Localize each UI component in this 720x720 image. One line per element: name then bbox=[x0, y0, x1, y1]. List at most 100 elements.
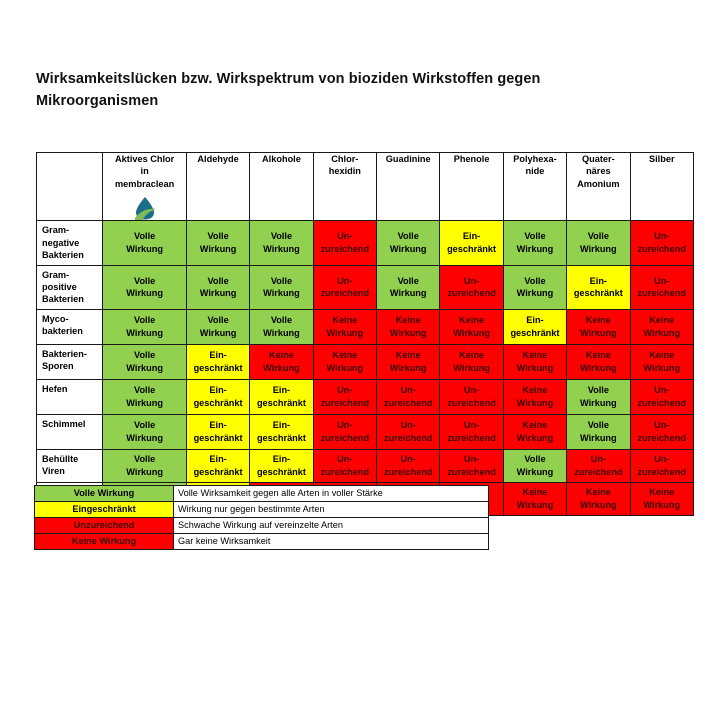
matrix-cell: Un- zureichend bbox=[629, 220, 695, 266]
matrix-row-label: Schimmel bbox=[35, 413, 104, 450]
matrix-cell: Volle Wirkung bbox=[376, 220, 441, 266]
column-header-label: Silber bbox=[648, 154, 675, 164]
matrix-cell: Keine Wirkung bbox=[376, 308, 441, 345]
column-header-label: Quater- näres Amonium bbox=[577, 154, 620, 189]
column-header-label: Polyhexa- nide bbox=[513, 154, 557, 177]
matrix-column-header-7: Polyhexa- nide bbox=[502, 151, 568, 222]
matrix-header: Aktives Chlor in membraclean Aldehyde Alko… bbox=[35, 151, 695, 222]
matrix-cell: Ein- geschränkt bbox=[185, 448, 251, 483]
matrix-column-header-6: Phenole bbox=[439, 151, 504, 222]
matrix-row-label: Bakterien- Sporen bbox=[35, 343, 104, 380]
matrix-row: Gram- positive Bakterien Volle Wirkung Vol… bbox=[35, 264, 695, 310]
matrix-corner-cell bbox=[35, 151, 104, 222]
column-header-inner: Silber bbox=[631, 154, 692, 220]
matrix-cell: Ein- geschränkt bbox=[185, 343, 251, 380]
matrix-column-header-2: Aldehyde bbox=[185, 151, 251, 222]
matrix-cell: Keine Wirkung bbox=[439, 343, 504, 380]
matrix-cell: Un- zureichend bbox=[312, 220, 378, 266]
legend-key: Unzureichend bbox=[34, 517, 174, 534]
matrix-cell: Volle Wirkung bbox=[102, 448, 187, 483]
matrix-cell: Un- zureichend bbox=[439, 264, 504, 310]
matrix-cell: Keine Wirkung bbox=[502, 481, 568, 516]
legend-key: Keine Wirkung bbox=[34, 533, 174, 550]
matrix-cell: Un- zureichend bbox=[312, 264, 378, 310]
matrix-cell: Volle Wirkung bbox=[102, 343, 187, 380]
matrix-cell: Un- zureichend bbox=[376, 413, 441, 450]
column-header-inner: Aktives Chlor in membraclean bbox=[104, 154, 186, 220]
matrix-cell: Keine Wirkung bbox=[439, 308, 504, 345]
legend-row: Eingeschränkt Wirkung nur gegen bestimmte… bbox=[34, 501, 489, 518]
matrix-cell: Keine Wirkung bbox=[312, 308, 378, 345]
legend-description: Wirkung nur gegen bestimmte Arten bbox=[173, 501, 489, 518]
matrix-cell: Volle Wirkung bbox=[185, 264, 251, 310]
matrix-cell: Keine Wirkung bbox=[566, 481, 631, 516]
matrix-cell: Keine Wirkung bbox=[629, 343, 695, 380]
matrix-cell: Un- zureichend bbox=[439, 448, 504, 483]
matrix-cell: Keine Wirkung bbox=[566, 343, 631, 380]
column-header-label: Guadinine bbox=[385, 154, 431, 164]
matrix-column-header-8: Quater- näres Amonium bbox=[566, 151, 631, 222]
matrix-cell: Volle Wirkung bbox=[102, 413, 187, 450]
matrix-column-header-4: Chlor- hexidin bbox=[312, 151, 378, 222]
matrix-row-label: Behüllte Viren bbox=[35, 448, 104, 483]
matrix-cell: Ein- geschränkt bbox=[502, 308, 568, 345]
matrix-cell: Keine Wirkung bbox=[629, 308, 695, 345]
matrix-row: Bakterien- Sporen Volle Wirkung Ein- gesch… bbox=[35, 343, 695, 380]
matrix-cell: Un- zureichend bbox=[629, 264, 695, 310]
matrix-row: Myco- bakterien Volle Wirkung Volle Wirkun… bbox=[35, 308, 695, 345]
matrix-column-header-3: Alkohole bbox=[249, 151, 314, 222]
matrix-row-label: Myco- bakterien bbox=[35, 308, 104, 345]
matrix-column-header-1: Aktives Chlor in membraclean bbox=[102, 151, 187, 222]
matrix-cell: Keine Wirkung bbox=[566, 308, 631, 345]
matrix-cell: Volle Wirkung bbox=[102, 308, 187, 345]
matrix-cell: Keine Wirkung bbox=[502, 413, 568, 450]
column-header-inner: Aldehyde bbox=[187, 154, 248, 220]
column-header-inner: Quater- näres Amonium bbox=[568, 154, 629, 220]
matrix-cell: Volle Wirkung bbox=[502, 220, 568, 266]
legend-row: Keine Wirkung Gar keine Wirksamkeit bbox=[34, 533, 489, 550]
legend-body: Volle Wirkung Volle Wirksamkeit gegen all… bbox=[34, 485, 489, 550]
column-header-inner: Guadinine bbox=[378, 154, 439, 220]
matrix-cell: Volle Wirkung bbox=[249, 220, 314, 266]
matrix-cell: Ein- geschränkt bbox=[249, 448, 314, 483]
legend-row: Volle Wirkung Volle Wirksamkeit gegen all… bbox=[34, 485, 489, 502]
matrix-cell: Volle Wirkung bbox=[502, 448, 568, 483]
column-header-label: Phenole bbox=[453, 154, 490, 164]
matrix-cell: Un- zureichend bbox=[566, 448, 631, 483]
matrix-cell: Volle Wirkung bbox=[566, 220, 631, 266]
matrix-cell: Ein- geschränkt bbox=[249, 413, 314, 450]
matrix-cell: Un- zureichend bbox=[312, 378, 378, 415]
column-header-label: Chlor- hexidin bbox=[328, 154, 361, 177]
matrix-cell: Keine Wirkung bbox=[502, 343, 568, 380]
efficacy-matrix-container: Aktives Chlor in membraclean Aldehyde Alko… bbox=[35, 151, 695, 516]
legend-description: Volle Wirksamkeit gegen alle Arten in vo… bbox=[173, 485, 489, 502]
matrix-cell: Keine Wirkung bbox=[376, 343, 441, 380]
matrix-cell: Volle Wirkung bbox=[185, 308, 251, 345]
matrix-column-header-9: Silber bbox=[629, 151, 695, 222]
matrix-cell: Volle Wirkung bbox=[102, 220, 187, 266]
matrix-cell: Keine Wirkung bbox=[312, 343, 378, 380]
column-header-label: Aldehyde bbox=[197, 154, 239, 164]
legend-description: Schwache Wirkung auf vereinzelte Arten bbox=[173, 517, 489, 534]
matrix-cell: Volle Wirkung bbox=[502, 264, 568, 310]
matrix-row-label: Gram- negative Bakterien bbox=[35, 220, 104, 266]
column-header-inner: Phenole bbox=[441, 154, 502, 220]
matrix-cell: Un- zureichend bbox=[312, 448, 378, 483]
matrix-row: Behüllte Viren Volle Wirkung Ein- geschrän… bbox=[35, 448, 695, 483]
matrix-cell: Volle Wirkung bbox=[249, 308, 314, 345]
matrix-cell: Ein- geschränkt bbox=[566, 264, 631, 310]
matrix-column-header-5: Guadinine bbox=[376, 151, 441, 222]
matrix-header-row: Aktives Chlor in membraclean Aldehyde Alko… bbox=[35, 151, 695, 222]
matrix-row-label: Gram- positive Bakterien bbox=[35, 264, 104, 310]
column-header-label: Alkohole bbox=[262, 154, 301, 164]
legend-table: Volle Wirkung Volle Wirksamkeit gegen all… bbox=[34, 485, 489, 550]
column-header-inner: Alkohole bbox=[251, 154, 312, 220]
matrix-row: Gram- negative Bakterien Volle Wirkung Vol… bbox=[35, 220, 695, 266]
matrix-cell: Volle Wirkung bbox=[376, 264, 441, 310]
matrix-cell: Volle Wirkung bbox=[566, 413, 631, 450]
matrix-cell: Keine Wirkung bbox=[502, 378, 568, 415]
matrix-cell: Keine Wirkung bbox=[629, 481, 695, 516]
matrix-cell: Ein- geschränkt bbox=[185, 378, 251, 415]
matrix-row: Hefen Volle Wirkung Ein- geschränkt Ein- ge… bbox=[35, 378, 695, 415]
page-title: Wirksamkeitslücken bzw. Wirkspektrum von… bbox=[36, 70, 541, 110]
